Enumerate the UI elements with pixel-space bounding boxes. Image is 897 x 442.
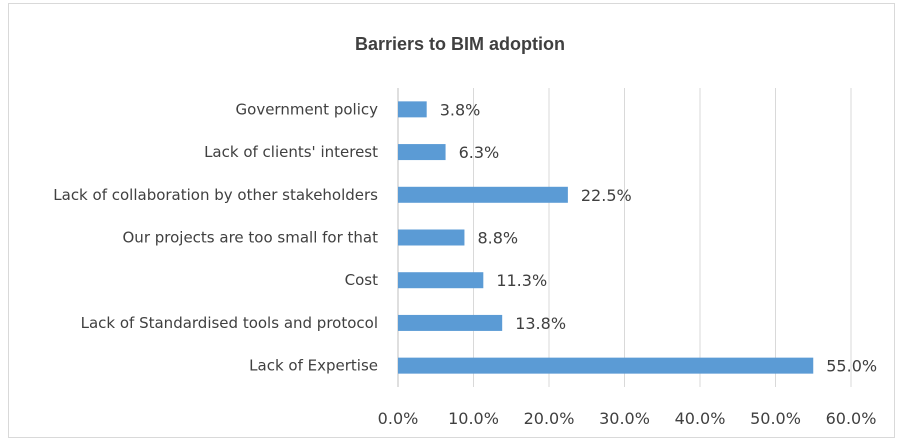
x-tick-label: 50.0% [750, 409, 801, 428]
x-tick-label: 60.0% [826, 409, 877, 428]
chart-title: Barriers to BIM adoption [355, 34, 565, 54]
category-label: Lack of Expertise [249, 357, 378, 375]
category-label: Cost [345, 271, 378, 289]
bar [398, 229, 465, 246]
category-label: Lack of Standardised tools and protocol [81, 314, 378, 332]
data-label: 8.8% [477, 229, 518, 248]
gridlines [397, 88, 852, 387]
x-tick-label: 40.0% [675, 409, 726, 428]
x-tick-label: 0.0% [378, 409, 419, 428]
bar [398, 272, 484, 289]
bar [398, 144, 446, 161]
data-label: 22.5% [581, 186, 632, 205]
category-label: Lack of collaboration by other stakehold… [53, 186, 378, 204]
data-label: 3.8% [440, 100, 481, 119]
category-label: Government policy [236, 100, 379, 118]
category-label: Our projects are too small for that [123, 229, 379, 247]
bar [398, 101, 427, 118]
x-tick-label: 20.0% [524, 409, 575, 428]
data-label: 11.3% [496, 271, 547, 290]
data-label: 55.0% [826, 357, 877, 376]
bar [398, 314, 503, 331]
labels: 0.0% 10.0% 20.0% 30.0% 40.0% 50.0% 60.0% Govern… [53, 100, 877, 428]
data-label: 6.3% [459, 143, 500, 162]
bar [398, 186, 568, 203]
x-tick-label: 10.0% [448, 409, 499, 428]
data-label: 13.8% [515, 314, 566, 333]
bars [398, 101, 814, 374]
x-tick-label: 30.0% [599, 409, 650, 428]
category-label: Lack of clients' interest [204, 143, 378, 161]
bar [398, 357, 814, 374]
